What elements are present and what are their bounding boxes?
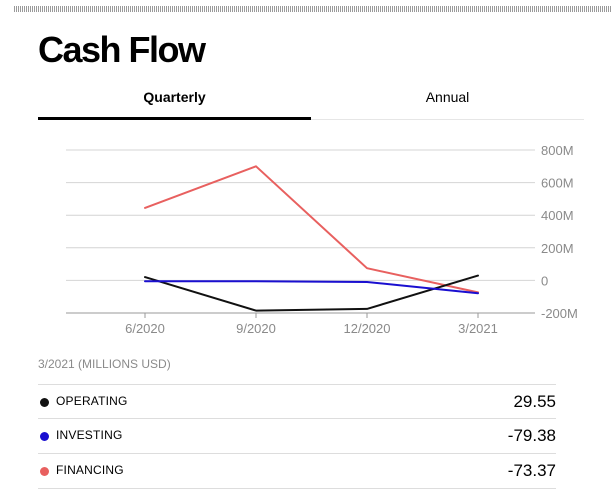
x-tick-label: 9/2020 (236, 321, 276, 336)
operating-dot-icon (40, 398, 49, 407)
tab-annual[interactable]: Annual (425, 89, 470, 105)
period-tabs: Quarterly Annual (38, 78, 584, 120)
summary-row-financing: FINANCING -73.37 (38, 454, 556, 489)
summary-row-label: FINANCING (56, 463, 124, 477)
x-tick-label: 3/2021 (458, 321, 498, 336)
summary-table: OPERATING 29.55 INVESTING -79.38 FINANCI… (38, 384, 556, 489)
summary-row-operating: OPERATING 29.55 (38, 384, 556, 419)
chart-x-axis: 6/2020 9/2020 12/2020 3/2021 (125, 313, 498, 336)
y-tick-label: 400M (541, 208, 574, 223)
x-tick-label: 12/2020 (344, 321, 391, 336)
y-tick-label: 600M (541, 176, 574, 191)
summary-caption: 3/2021 (MILLIONS USD) (38, 357, 171, 371)
tab-quarterly[interactable]: Quarterly (38, 78, 311, 120)
investing-dot-icon (40, 432, 49, 441)
summary-row-label: OPERATING (56, 394, 128, 408)
x-tick-label: 6/2020 (125, 321, 165, 336)
series-line-investing (144, 280, 479, 295)
y-tick-label: 0 (541, 273, 548, 288)
page-title: Cash Flow (38, 29, 206, 70)
chart-series (144, 165, 479, 312)
y-tick-label: 800M (541, 143, 574, 158)
cash-flow-line-chart: 800M 600M 400M 200M 0 -200M 6/2020 9/2020 12/20… (66, 143, 578, 336)
series-line-financing (144, 165, 479, 294)
y-tick-label: -200M (541, 306, 578, 321)
summary-row-value: -73.37 (507, 461, 556, 480)
y-tick-label: 200M (541, 241, 574, 256)
summary-row-value: 29.55 (513, 392, 556, 411)
financing-dot-icon (40, 467, 49, 476)
top-dotted-rule (14, 6, 612, 12)
summary-row-investing: INVESTING -79.38 (38, 419, 556, 454)
series-line-operating (144, 274, 479, 312)
summary-row-label: INVESTING (56, 428, 123, 442)
summary-row-value: -79.38 (507, 426, 556, 445)
chart-grid: 800M 600M 400M 200M 0 -200M (66, 143, 578, 321)
